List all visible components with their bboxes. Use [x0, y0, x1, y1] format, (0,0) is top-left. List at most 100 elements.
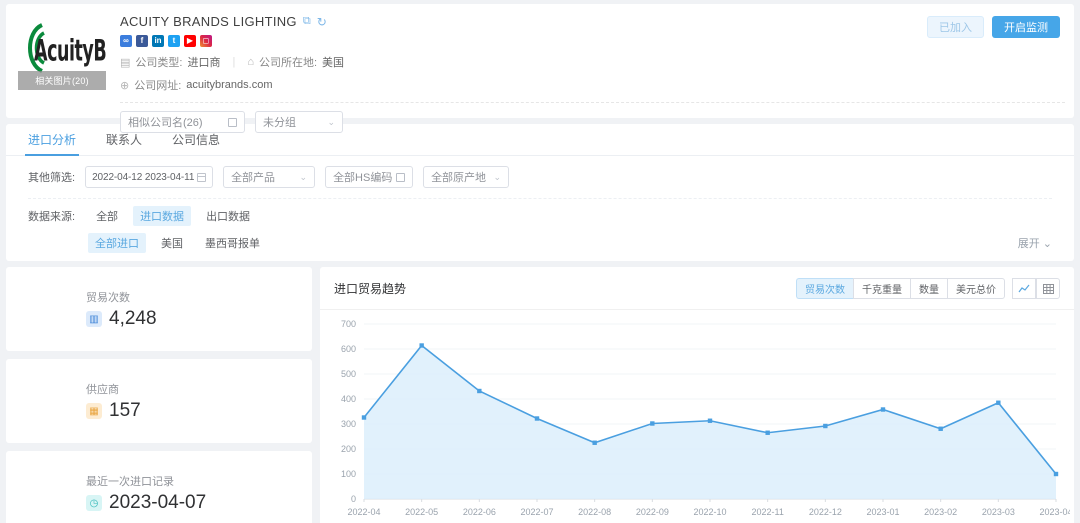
source-chip-all[interactable]: 全部: [96, 211, 119, 223]
supplier-icon: ▦: [86, 403, 102, 419]
social-links: ∞ f in t ▶ ◻: [120, 35, 1065, 47]
chevron-down-icon: ⌄: [1042, 237, 1052, 250]
x-axis-tick-label: 2023-03: [982, 507, 1015, 517]
stat-card-last-import: 最近一次进口记录 ◷ 2023-04-07: [6, 451, 312, 523]
line-chart-view-icon[interactable]: [1012, 278, 1036, 299]
other-filters-label: 其他筛选:: [28, 172, 76, 184]
linkedin-icon[interactable]: in: [152, 35, 164, 47]
origin-select[interactable]: 全部原产地 ⌄: [423, 166, 510, 188]
chart-header-divider: [320, 309, 1074, 310]
company-logo[interactable]: AcuityBrands 相关图片(20): [18, 12, 106, 90]
date-start: 2022-04-12: [92, 171, 143, 183]
tab-company-info[interactable]: 公司信息: [172, 133, 221, 147]
source-chip-mexico[interactable]: 墨西哥报单: [205, 238, 260, 250]
youtube-icon[interactable]: ▶: [184, 35, 196, 47]
stat-label: 供应商: [86, 384, 119, 396]
stat-label: 最近一次进口记录: [86, 476, 174, 488]
chart-data-point[interactable]: [996, 400, 1001, 405]
info-separator: |: [232, 56, 236, 68]
source-chip-usa[interactable]: 美国: [161, 238, 183, 250]
logo-image-count-overlay[interactable]: 相关图片(20): [18, 71, 106, 90]
company-name: ACUITY BRANDS LIGHTING: [120, 14, 297, 29]
logo-swoosh-icon: [28, 23, 46, 73]
tab-contacts[interactable]: 联系人: [106, 133, 143, 147]
chart-data-point[interactable]: [765, 430, 770, 435]
metric-button-quantity[interactable]: 数量: [910, 278, 947, 299]
stat-value: 4,248: [109, 308, 157, 329]
source-chip-all-import[interactable]: 全部进口: [88, 233, 146, 253]
source-chip-export[interactable]: 出口数据: [206, 211, 251, 223]
bar-chart-icon: ▥: [86, 311, 102, 327]
chart-data-point[interactable]: [534, 416, 540, 421]
chart-data-point[interactable]: [1053, 471, 1059, 477]
chart-header: 进口贸易趋势 贸易次数 千克重量 数量 美元总价: [320, 267, 1074, 299]
x-axis-tick-label: 2023-01: [866, 507, 899, 517]
facebook-icon[interactable]: f: [136, 35, 148, 47]
group-select[interactable]: 未分组 ⌄: [255, 111, 343, 133]
origin-select-value: 全部原产地: [431, 172, 487, 184]
company-website-label: 公司网址:: [134, 80, 182, 92]
hs-code-select[interactable]: 全部HS编码: [325, 166, 414, 188]
x-axis-tick-label: 2022-07: [520, 507, 553, 517]
chevron-down-icon: ⌄: [299, 171, 308, 182]
expand-square-icon: [228, 117, 237, 127]
y-axis-tick-label: 0: [351, 494, 356, 504]
x-axis-tick-label: 2022-08: [578, 507, 611, 517]
twitter-icon[interactable]: t: [168, 35, 180, 47]
link-icon[interactable]: ∞: [120, 35, 132, 47]
chart-data-point[interactable]: [361, 415, 367, 420]
x-axis-tick-label: 2023-02: [924, 507, 957, 517]
copy-icon[interactable]: ⧉: [302, 15, 311, 27]
chevron-down-icon: ⌄: [327, 116, 335, 127]
header-actions: 已加入 开启监测: [927, 16, 1060, 38]
trend-chart-panel: 进口贸易趋势 贸易次数 千克重量 数量 美元总价: [320, 267, 1074, 523]
other-filters-row: 其他筛选: 2022-04-12 2023-04-11 全部产品 ⌄ 全部HS编…: [6, 156, 1074, 188]
chart-data-point[interactable]: [650, 421, 655, 426]
source-chip-import[interactable]: 进口数据: [133, 206, 192, 226]
logo-wordmark: AcuityBrands: [34, 33, 106, 69]
company-title-row: ACUITY BRANDS LIGHTING ⧉ ↻: [120, 14, 1065, 29]
start-monitor-button[interactable]: 开启监测: [992, 16, 1060, 38]
product-select[interactable]: 全部产品 ⌄: [223, 166, 316, 188]
chart-data-point[interactable]: [823, 423, 828, 429]
expand-square-icon: [396, 172, 406, 182]
y-axis-tick-label: 700: [341, 319, 356, 329]
clock-icon: ◷: [86, 495, 102, 511]
chart-data-point[interactable]: [938, 426, 943, 431]
x-axis-tick-label: 2022-09: [636, 507, 669, 517]
refresh-icon[interactable]: ↻: [316, 14, 327, 29]
metric-button-weight[interactable]: 千克重量: [853, 278, 910, 299]
y-axis-tick-label: 200: [341, 444, 356, 454]
table-view-icon[interactable]: [1036, 278, 1060, 299]
x-axis-tick-label: 2022-11: [751, 507, 783, 517]
y-axis-tick-label: 400: [341, 394, 356, 404]
chart-data-point[interactable]: [477, 388, 482, 394]
chart-controls: 贸易次数 千克重量 数量 美元总价: [796, 278, 1060, 299]
company-website-value[interactable]: acuitybrands.com: [186, 79, 273, 91]
expand-filters-toggle[interactable]: 展开 ⌄: [1018, 235, 1052, 251]
chart-data-point[interactable]: [880, 407, 886, 412]
chart-data-point[interactable]: [419, 343, 424, 348]
company-type-location-line: ▤ 公司类型: 进口商 | ⌂ 公司所在地: 美国: [120, 54, 1065, 70]
stat-value-row: ◷ 2023-04-07: [86, 492, 312, 514]
x-axis-tick-label: 2022-10: [693, 507, 726, 517]
location-icon: ⌂: [247, 56, 254, 68]
chart-data-point[interactable]: [592, 440, 597, 445]
line-chart-glyph: [1018, 284, 1030, 292]
date-range-picker[interactable]: 2022-04-12 2023-04-11: [85, 166, 214, 188]
metric-button-trade-count[interactable]: 贸易次数: [796, 278, 853, 299]
instagram-icon[interactable]: ◻: [200, 35, 212, 47]
tab-import-analysis[interactable]: 进口分析: [24, 124, 80, 156]
y-axis-tick-label: 500: [341, 369, 356, 379]
metric-button-usd-total[interactable]: 美元总价: [947, 278, 1005, 299]
data-source-row-2: 全部进口 美国 墨西哥报单 展开 ⌄: [6, 226, 1074, 253]
x-axis-tick-label: 2022-04: [347, 507, 380, 517]
similar-company-select[interactable]: 相似公司名(26): [120, 111, 245, 133]
y-axis-tick-label: 300: [341, 419, 356, 429]
company-type-label: 公司类型:: [135, 57, 183, 69]
stat-label: 贸易次数: [86, 292, 130, 304]
company-type-value: 进口商: [187, 57, 221, 69]
chart-data-point[interactable]: [707, 418, 713, 423]
x-axis-tick-label: 2022-12: [809, 507, 842, 517]
joined-button[interactable]: 已加入: [927, 16, 984, 38]
